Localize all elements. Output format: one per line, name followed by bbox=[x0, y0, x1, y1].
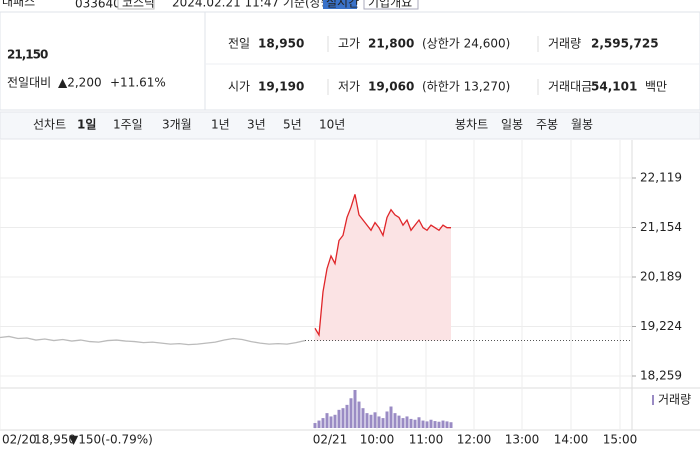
volume-bar bbox=[417, 417, 421, 428]
volume-legend-swatch bbox=[652, 395, 654, 405]
tab-label: 선차트 bbox=[33, 118, 66, 132]
price-line bbox=[0, 335, 306, 346]
change-label: 전일대비 bbox=[7, 76, 51, 90]
x-tick-label: 14:00 bbox=[554, 433, 589, 447]
volume-bar bbox=[389, 406, 393, 428]
volume-bar bbox=[361, 408, 365, 428]
volume-bar bbox=[317, 420, 321, 428]
market-badge bbox=[117, 0, 155, 10]
volume-bar bbox=[349, 398, 353, 428]
volume-bar bbox=[353, 390, 357, 428]
x-tick-label: 02/21 bbox=[313, 433, 348, 447]
volume-bar bbox=[449, 422, 453, 428]
tab[interactable]: 3년 bbox=[247, 118, 266, 132]
stat-value: 19,190 bbox=[258, 80, 304, 94]
volume-bar bbox=[437, 421, 441, 428]
tab[interactable]: 1주일 bbox=[113, 118, 143, 132]
x-tick-label: 10:00 bbox=[360, 433, 395, 447]
volume-bar bbox=[413, 419, 417, 428]
realtime-badge bbox=[323, 0, 357, 9]
volume-bar bbox=[397, 415, 401, 428]
stat-label: 거래대금 bbox=[548, 80, 592, 94]
volume-bar bbox=[377, 416, 381, 428]
volume-bar bbox=[421, 420, 425, 428]
volume-bar bbox=[441, 420, 445, 428]
tab[interactable]: 주봉 bbox=[536, 118, 558, 132]
volume-bar bbox=[381, 418, 385, 428]
stat-label: 저가 bbox=[338, 80, 360, 94]
volume-bar bbox=[409, 418, 413, 428]
volume-bar bbox=[325, 413, 329, 428]
x-tick-label: 11:00 bbox=[409, 433, 444, 447]
tab-label: 봉차트 bbox=[455, 118, 488, 132]
volume-bar bbox=[385, 411, 389, 428]
tab[interactable]: 3개월 bbox=[162, 118, 192, 132]
volume-bar bbox=[321, 418, 325, 428]
stat-value: 19,060 bbox=[368, 80, 414, 94]
prev-label: 02/20 bbox=[2, 433, 37, 447]
tab[interactable]: 1년 bbox=[211, 118, 230, 132]
tab[interactable]: 5년 bbox=[283, 118, 302, 132]
volume-bar bbox=[341, 408, 345, 428]
tab[interactable]: 월봉 bbox=[571, 118, 593, 132]
timestamp: 2024.02.21 11:47 기준(장중) bbox=[172, 0, 336, 10]
prev-close: 18,950 bbox=[34, 433, 76, 447]
stat-unit: 백만 bbox=[645, 80, 667, 94]
volume-bar bbox=[445, 421, 449, 428]
volume-bar bbox=[433, 421, 437, 428]
stat-value: 21,800 bbox=[368, 37, 414, 51]
volume-bar bbox=[329, 416, 333, 428]
volume-bar bbox=[429, 419, 433, 428]
tab[interactable]: 1일 bbox=[77, 118, 96, 132]
volume-bar bbox=[401, 418, 405, 428]
stat-value: 2,595,725 bbox=[591, 37, 659, 51]
volume-bar bbox=[393, 413, 397, 428]
company[interactable]: 기업개요 bbox=[368, 0, 412, 10]
tab-bar bbox=[0, 111, 700, 140]
realtime[interactable]: 실시간 bbox=[326, 0, 359, 10]
volume-bar bbox=[405, 416, 409, 428]
volume-legend: 거래량 bbox=[658, 393, 691, 407]
stock-code: 033640 bbox=[75, 0, 121, 11]
stat-label: 거래량 bbox=[548, 37, 581, 51]
change-pct: +11.61% bbox=[110, 76, 166, 90]
y-tick-label: 22,119 bbox=[640, 171, 682, 185]
stat-label: 전일 bbox=[228, 37, 250, 51]
tab[interactable]: 10년 bbox=[319, 118, 345, 132]
stat-value: 54,101 bbox=[591, 80, 637, 94]
prev-change: ▼150 bbox=[69, 433, 101, 447]
volume-bar bbox=[369, 414, 373, 428]
prev-pct: (-0.79%) bbox=[101, 433, 153, 447]
volume-bar bbox=[425, 421, 429, 428]
x-tick-label: 13:00 bbox=[505, 433, 540, 447]
volume-bar bbox=[333, 414, 337, 428]
volume-bar bbox=[357, 401, 361, 428]
stock-name: 대패스 bbox=[2, 0, 35, 9]
price-box bbox=[0, 11, 206, 111]
change: ▲2,200 bbox=[58, 76, 102, 90]
price-line bbox=[314, 194, 451, 337]
volume-bar bbox=[337, 409, 341, 428]
stat-value: 18,950 bbox=[258, 37, 304, 51]
stat-note: (상한가 24,600) bbox=[422, 37, 510, 51]
y-tick-label: 21,154 bbox=[640, 220, 682, 234]
volume-bar bbox=[373, 412, 377, 428]
stat-label: 시가 bbox=[228, 80, 250, 94]
y-tick-label: 20,189 bbox=[640, 270, 682, 284]
area-fill bbox=[315, 194, 451, 341]
x-tick-label: 12:00 bbox=[457, 433, 492, 447]
stat-label: 고가 bbox=[338, 37, 360, 51]
tab[interactable]: 일봉 bbox=[501, 118, 523, 132]
x-tick-label: 15:00 bbox=[603, 433, 638, 447]
price: 21,150 bbox=[7, 48, 48, 62]
volume-bar bbox=[365, 413, 369, 428]
y-tick-label: 19,224 bbox=[640, 319, 682, 333]
stat-note: (하한가 13,270) bbox=[422, 80, 510, 94]
volume-bar bbox=[313, 423, 317, 428]
volume-bar bbox=[345, 404, 349, 428]
y-tick-label: 18,259 bbox=[640, 369, 682, 383]
company-button bbox=[363, 0, 419, 10]
market: 코스닥 bbox=[122, 0, 155, 10]
